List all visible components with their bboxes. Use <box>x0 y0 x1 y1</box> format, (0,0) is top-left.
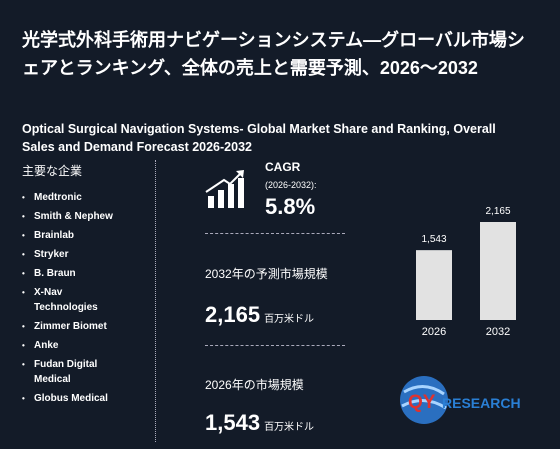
x-tick-label: 2026 <box>422 326 446 338</box>
forecast-unit: 百万米ドル <box>264 314 315 325</box>
company: Zimmer Biomet <box>22 319 117 334</box>
company: B. Braun <box>22 266 117 281</box>
growth-icon <box>205 170 244 208</box>
value-label: 2,165 <box>485 206 510 217</box>
company: Brainlab <box>22 228 117 243</box>
value-label: 1,543 <box>421 234 446 245</box>
forecast-label: 2032年の予測市場規模 <box>205 267 328 281</box>
title: 光学式外科手術用ナビゲーションシステム—グローバル市場シェアとランキング、全体の… <box>22 30 525 78</box>
current: 1,543 百万米ドル <box>205 410 314 436</box>
company-list: Medtronic Smith & Nephew Brainlab Stryker B.… <box>22 190 117 410</box>
x-tick-label: 2032 <box>486 326 510 338</box>
bar-chart: 1,543 2026 2,165 2032 <box>416 206 516 338</box>
company: Medtronic <box>22 190 117 205</box>
divider <box>155 160 156 442</box>
bar <box>416 250 452 320</box>
current-label: 2026年の市場規模 <box>205 378 304 392</box>
cagr-value: 5.8% <box>265 194 316 219</box>
current-value: 1,543 <box>205 410 261 435</box>
cagr-period: (2026-2032): <box>265 180 317 190</box>
logo-qy: QY <box>408 392 436 413</box>
company: Globus Medical <box>22 391 117 406</box>
companies-title: 主要な企業 <box>22 164 83 178</box>
company: Anke <box>22 338 117 353</box>
company: Fudan Digital Medical <box>22 357 117 387</box>
company: X-Nav Technologies <box>22 285 117 315</box>
subtitle: Optical Surgical Navigation Systems- Glo… <box>22 122 496 154</box>
logo-research: RESEARCH <box>442 395 521 411</box>
bar <box>480 222 516 320</box>
company: Stryker <box>22 247 117 262</box>
forecast: 2,165 百万米ドル <box>205 302 314 328</box>
cagr-label: CAGR <box>265 160 301 174</box>
separator <box>205 345 345 346</box>
logo: QY RESEARCH <box>400 376 521 424</box>
forecast-value: 2,165 <box>205 302 261 327</box>
current-unit: 百万米ドル <box>264 422 315 433</box>
separator <box>205 233 345 234</box>
company: Smith & Nephew <box>22 209 117 224</box>
